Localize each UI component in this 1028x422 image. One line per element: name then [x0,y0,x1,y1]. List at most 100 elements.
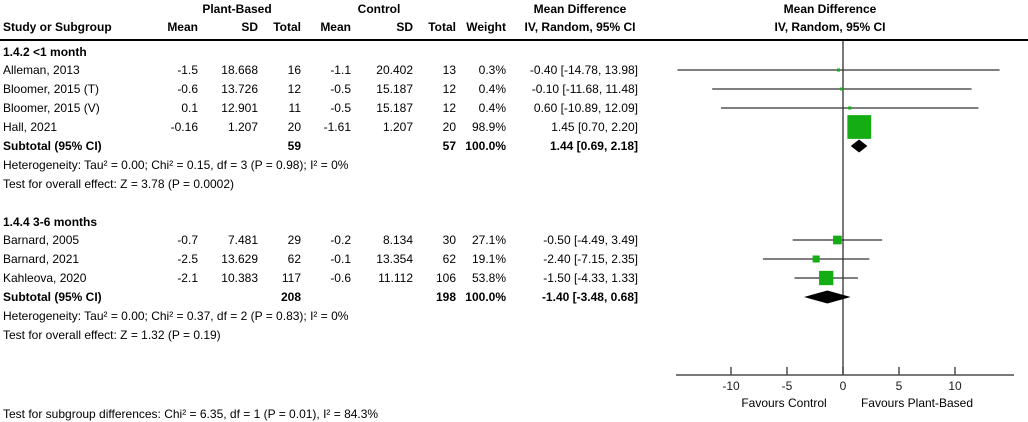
subtotal-weight: 100.0% [465,139,506,153]
weight-value: 27.1% [471,233,506,247]
subtotal-row: Subtotal (95% CI) 59 57 100.0% 1.44 [0.69, 2… [0,139,660,154]
weight-value: 0.4% [478,82,506,96]
heterogeneity-stats: Heterogeneity: Tau² = 0.00; Chi² = 0.37,… [3,309,349,323]
mean-c-value: -0.5 [330,82,351,96]
weight-value: 98.9% [471,120,506,134]
axis-tick-label: -10 [722,379,740,393]
subtotal-label: Subtotal (95% CI) [3,139,102,153]
favours-left-label: Favours Control [741,396,827,410]
total-pb-value: 20 [287,120,301,134]
total-c-value: 12 [442,82,456,96]
effect-square [848,106,852,110]
total-pb-value: 29 [287,233,301,247]
total-c-value: 13 [442,63,456,77]
mean-pb-value: -2.1 [177,271,198,285]
mean-c-value: -1.1 [330,63,351,77]
subtotal-diamond [804,290,851,304]
subtotal-total-pb: 208 [280,290,301,304]
study-row: Bloomer, 2015 (T) -0.6 13.726 12 -0.5 15.187 1… [0,82,660,97]
sd-pb-value: 1.207 [227,120,258,134]
subtotal-ci: 1.44 [0.69, 2.18] [549,139,638,153]
col-header-total-c: Total [428,20,456,34]
group-header-plant-based: Plant-Based [202,2,272,16]
total-pb-value: 11 [288,101,301,115]
axis-tick-label: 5 [896,379,903,393]
group-header-control: Control [357,2,401,16]
effect-square [847,115,872,139]
axis-tick-label: -5 [782,379,793,393]
study-name: Kahleova, 2020 [3,271,87,285]
mean-c-value: -1.61 [323,120,351,134]
total-c-value: 12 [442,101,456,115]
effect-square [833,235,842,245]
subtotal-diamond [850,139,868,153]
mean-pb-value: -0.16 [170,120,198,134]
mean-c-value: -0.2 [330,233,351,247]
subtotal-weight: 100.0% [465,290,506,304]
weight-value: 19.1% [471,252,506,266]
subgroup-label-row: 1.4.4 3-6 months [0,215,660,230]
favours-right-label: Favours Plant-Based [860,396,974,410]
heterogeneity-text: Heterogeneity: Tau² = 0.00; Chi² = 0.37,… [0,309,660,324]
subtotal-total-c: 198 [435,290,456,304]
mean-pb-value: 0.1 [181,101,198,115]
total-pb-value: 62 [287,252,301,266]
heterogeneity-text: Heterogeneity: Tau² = 0.00; Chi² = 0.15,… [0,158,660,173]
study-name: Barnard, 2005 [3,233,80,247]
subgroup-label-row: 1.4.2 <1 month [0,45,660,60]
subgroup-label: 1.4.2 <1 month [3,45,87,59]
subtotal-total-c: 57 [442,139,456,153]
ci-value: -1.50 [-4.33, 1.33] [543,271,638,285]
ci-value: -0.50 [-4.49, 3.49] [543,233,638,247]
overall-effect-stats: Test for overall effect: Z = 3.78 (P = 0… [3,177,235,191]
weight-value: 0.4% [478,101,506,115]
col-header-mean-c: Mean [320,20,351,34]
total-c-value: 106 [435,271,456,285]
sd-pb-value: 18.668 [221,63,258,77]
mean-pb-value: -1.5 [177,63,198,77]
overall-effect-text: Test for overall effect: Z = 1.32 (P = 0… [0,328,660,343]
col-header-study: Study or Subgroup [3,20,112,34]
weight-value: 53.8% [471,271,506,285]
md-title-left: Mean Difference [533,2,627,16]
ci-value: -0.40 [-14.78, 13.98] [529,63,638,77]
sd-c-value: 11.112 [378,271,413,285]
effect-square [840,87,844,91]
total-c-value: 62 [442,252,456,266]
md-subtitle-left: IV, Random, 95% CI [524,20,636,34]
col-header-weight: Weight [466,20,506,34]
sd-c-value: 15.187 [376,82,413,96]
header-divider [0,39,1028,41]
column-header-row: Study or Subgroup Mean SD Total Mean SD … [0,20,660,35]
study-name: Barnard, 2021 [3,252,80,266]
ci-value: -2.40 [-7.15, 2.35] [543,252,638,266]
col-header-mean-pb: Mean [167,20,198,34]
study-row: Barnard, 2021 -2.5 13.629 62 -0.1 13.354 62 19.… [0,252,660,267]
sd-c-value: 1.207 [382,120,413,134]
subtotal-label: Subtotal (95% CI) [3,290,102,304]
study-row: Hall, 2021 -0.16 1.207 20 -1.61 1.207 20 98.9% 1… [0,120,660,135]
axis-tick-label: 0 [840,379,847,393]
weight-value: 0.3% [478,63,506,77]
study-row: Kahleova, 2020 -2.1 10.383 117 -0.6 11.112 106… [0,271,660,286]
subgroup-label: 1.4.4 3-6 months [3,215,98,229]
sd-pb-value: 12.901 [221,101,258,115]
overall-effect-text: Test for overall effect: Z = 3.78 (P = 0… [0,177,660,192]
effect-square [836,68,841,72]
mean-pb-value: -0.6 [177,82,198,96]
study-name: Bloomer, 2015 (V) [3,101,100,115]
total-pb-value: 12 [287,82,301,96]
study-row: Barnard, 2005 -0.7 7.481 29 -0.2 8.134 30 27.1%… [0,233,660,248]
sd-c-value: 13.354 [376,252,413,266]
mean-c-value: -0.1 [330,252,351,266]
study-name: Hall, 2021 [3,120,58,134]
heterogeneity-stats: Heterogeneity: Tau² = 0.00; Chi² = 0.15,… [3,158,349,172]
col-header-sd-c: SD [396,20,413,34]
total-pb-value: 117 [281,271,301,285]
subtotal-ci: -1.40 [-3.48, 0.68] [541,290,638,304]
axis-tick-label: 10 [948,379,962,393]
effect-square [819,270,834,286]
ci-value: 1.45 [0.70, 2.20] [551,120,638,134]
ci-value: 0.60 [-10.89, 12.09] [533,101,638,115]
